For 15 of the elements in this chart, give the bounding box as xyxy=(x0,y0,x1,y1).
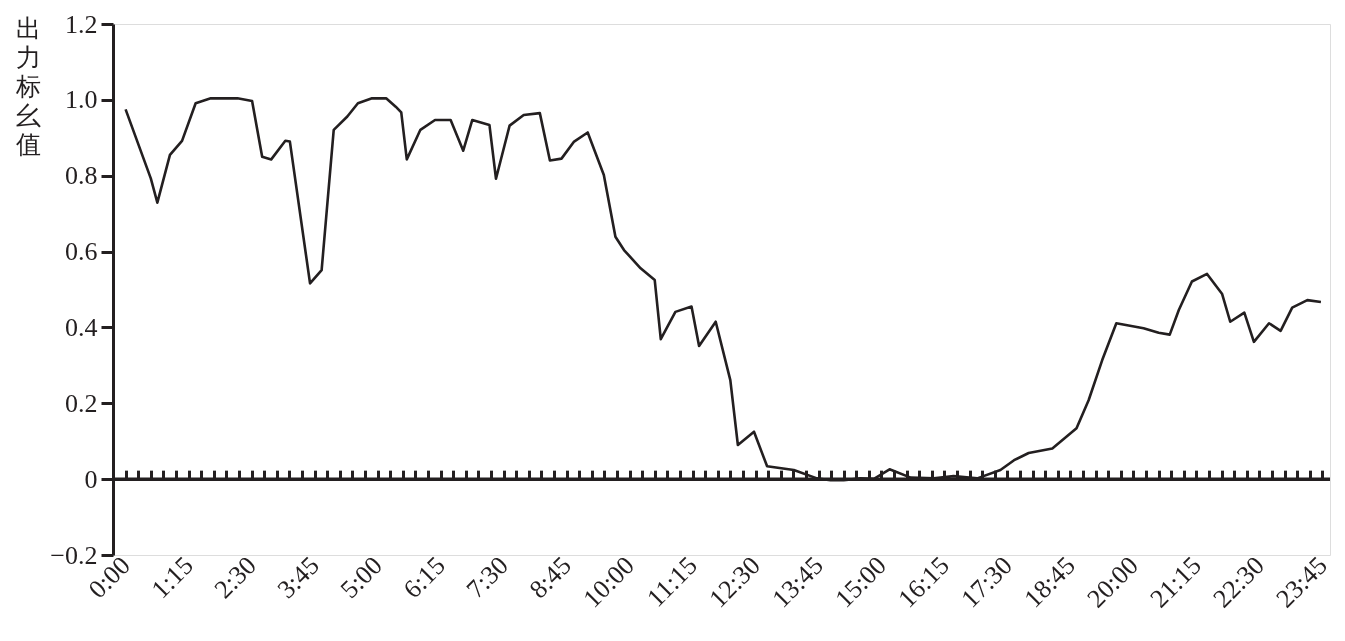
x-tick-label: 7:30 xyxy=(460,550,514,605)
x-tick-label: 5:00 xyxy=(334,550,388,605)
y-tick-label: 0 xyxy=(84,464,98,494)
x-tick-label: 6:15 xyxy=(397,550,451,605)
x-tick-label: 1:15 xyxy=(145,550,199,605)
y-tick-label: 0.4 xyxy=(65,312,98,342)
y-tick-label: 1.2 xyxy=(65,9,98,39)
y-tick-label: 0.6 xyxy=(65,237,98,267)
y-axis-title: 出力标幺值 xyxy=(15,14,41,158)
y-tick-label: 0.2 xyxy=(65,388,98,418)
x-tick-label: 3:45 xyxy=(271,550,325,605)
x-tick-label: 8:45 xyxy=(523,550,577,605)
y-tick-label: 0.8 xyxy=(65,161,98,191)
y-tick-label: 1.0 xyxy=(65,85,98,115)
x-tick-label: 2:30 xyxy=(208,550,262,605)
